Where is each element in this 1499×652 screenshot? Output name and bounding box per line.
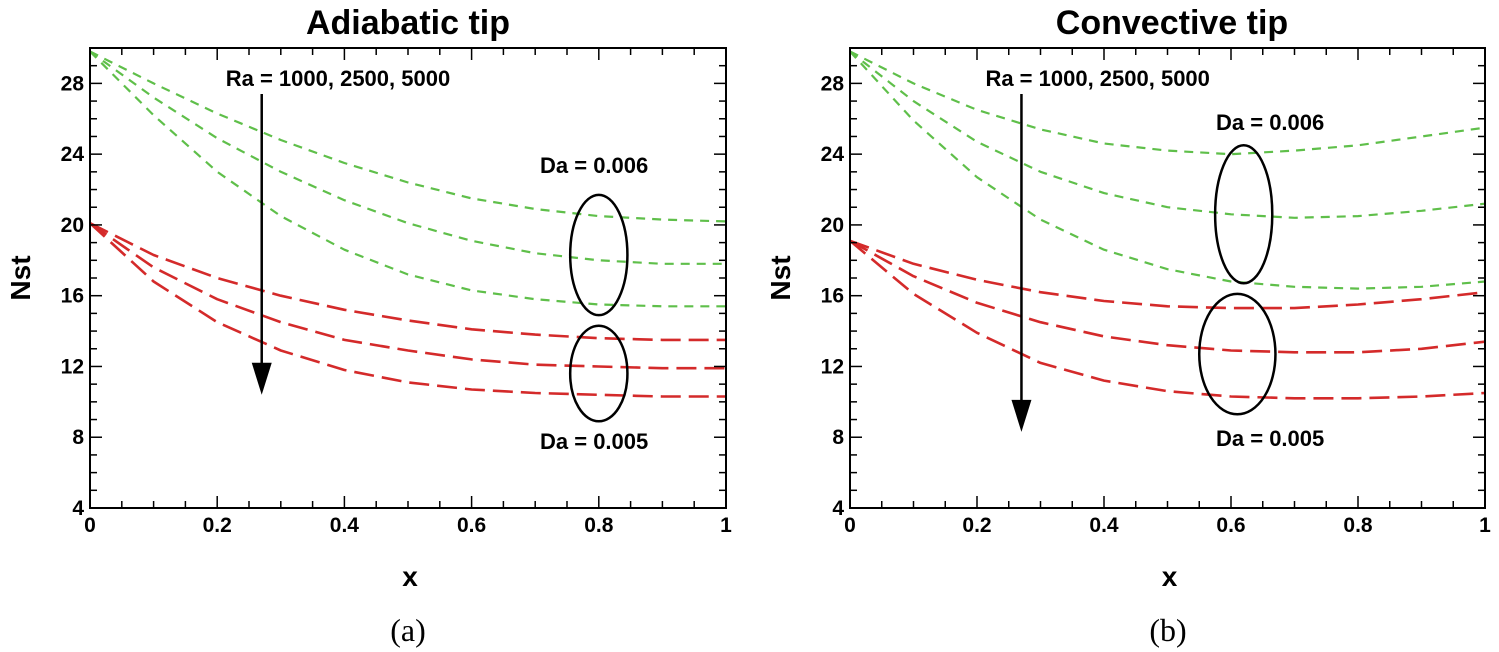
- ra-label: Ra = 1000, 2500, 5000: [226, 66, 450, 91]
- x-tick-label: 0.8: [1343, 514, 1373, 537]
- da-006-label: Da = 0.006: [1216, 110, 1324, 135]
- chart-title: Convective tip: [1056, 4, 1288, 42]
- series-line: [89, 50, 727, 223]
- da-005-ellipse: [1198, 292, 1277, 416]
- da-005-label: Da = 0.005: [540, 429, 648, 454]
- series-line: [849, 50, 1486, 219]
- y-tick-label: 24: [61, 143, 85, 166]
- series-line: [89, 222, 726, 370]
- y-tick-label: 20: [61, 214, 84, 237]
- panel-caption: (b): [1149, 612, 1186, 648]
- y-tick-label: 8: [72, 426, 84, 449]
- da-006-label: Da = 0.006: [540, 153, 648, 178]
- x-tick-label: 0.6: [1216, 514, 1245, 537]
- y-tick-label: 4: [832, 497, 844, 520]
- series-line: [89, 50, 726, 265]
- x-tick-label: 0.2: [203, 514, 232, 537]
- y-tick-label: 8: [832, 426, 844, 449]
- plot-frame: [849, 47, 1486, 509]
- ra-label: Ra = 1000, 2500, 5000: [985, 66, 1209, 91]
- y-tick-label: 12: [61, 355, 84, 378]
- y-tick-label: 4: [72, 497, 84, 520]
- ra-arrow-head: [1011, 399, 1032, 432]
- x-tick-label: 0.6: [457, 514, 486, 537]
- panel-caption: (a): [390, 612, 426, 648]
- series-line: [849, 50, 1486, 156]
- x-tick-label: 0: [844, 514, 856, 537]
- y-tick-label: 24: [821, 143, 845, 166]
- series-line: [849, 239, 1486, 310]
- x-tick-label: 0.8: [584, 514, 614, 537]
- series-line: [849, 239, 1486, 400]
- ra-arrow-head: [251, 362, 272, 395]
- x-tick-label: 1: [1479, 514, 1491, 537]
- x-tick-label: 0: [84, 514, 96, 537]
- da-006-ellipse: [1213, 144, 1274, 285]
- y-tick-label: 28: [821, 72, 845, 95]
- panel-adiabatic-tip: Adiabatic tip 0 0.2 0.4 0.6 0.8 1 4 8 12 16 20 24 28 x…: [5, 4, 732, 648]
- series-line: [849, 50, 1486, 290]
- x-tick-label: 0.4: [330, 514, 360, 537]
- x-tick-label: 1: [720, 514, 732, 537]
- y-axis-label: Nst: [765, 255, 796, 300]
- x-tick-label: 0.4: [1089, 514, 1119, 537]
- chart-title: Adiabatic tip: [306, 4, 510, 42]
- x-axis-label: x: [1162, 561, 1178, 592]
- series-line: [849, 239, 1486, 354]
- y-axis-label: Nst: [5, 255, 36, 300]
- y-tick-label: 20: [821, 214, 844, 237]
- series-line: [89, 222, 726, 398]
- series-line: [89, 50, 726, 308]
- da-005-label: Da = 0.005: [1216, 426, 1324, 451]
- y-tick-label: 16: [61, 285, 84, 308]
- series-line: [89, 222, 726, 342]
- panel-convective-tip: Convective tip 0 0.2 0.4 0.6 0.8 1 4 8 12 16 20 24 28…: [765, 4, 1491, 648]
- y-tick-label: 12: [821, 355, 844, 378]
- x-axis-label: x: [402, 561, 418, 592]
- y-tick-label: 16: [821, 285, 844, 308]
- da-005-ellipse: [568, 324, 629, 423]
- y-tick-label: 28: [61, 72, 85, 95]
- x-tick-label: 0.2: [962, 514, 991, 537]
- da-006-ellipse: [568, 193, 629, 317]
